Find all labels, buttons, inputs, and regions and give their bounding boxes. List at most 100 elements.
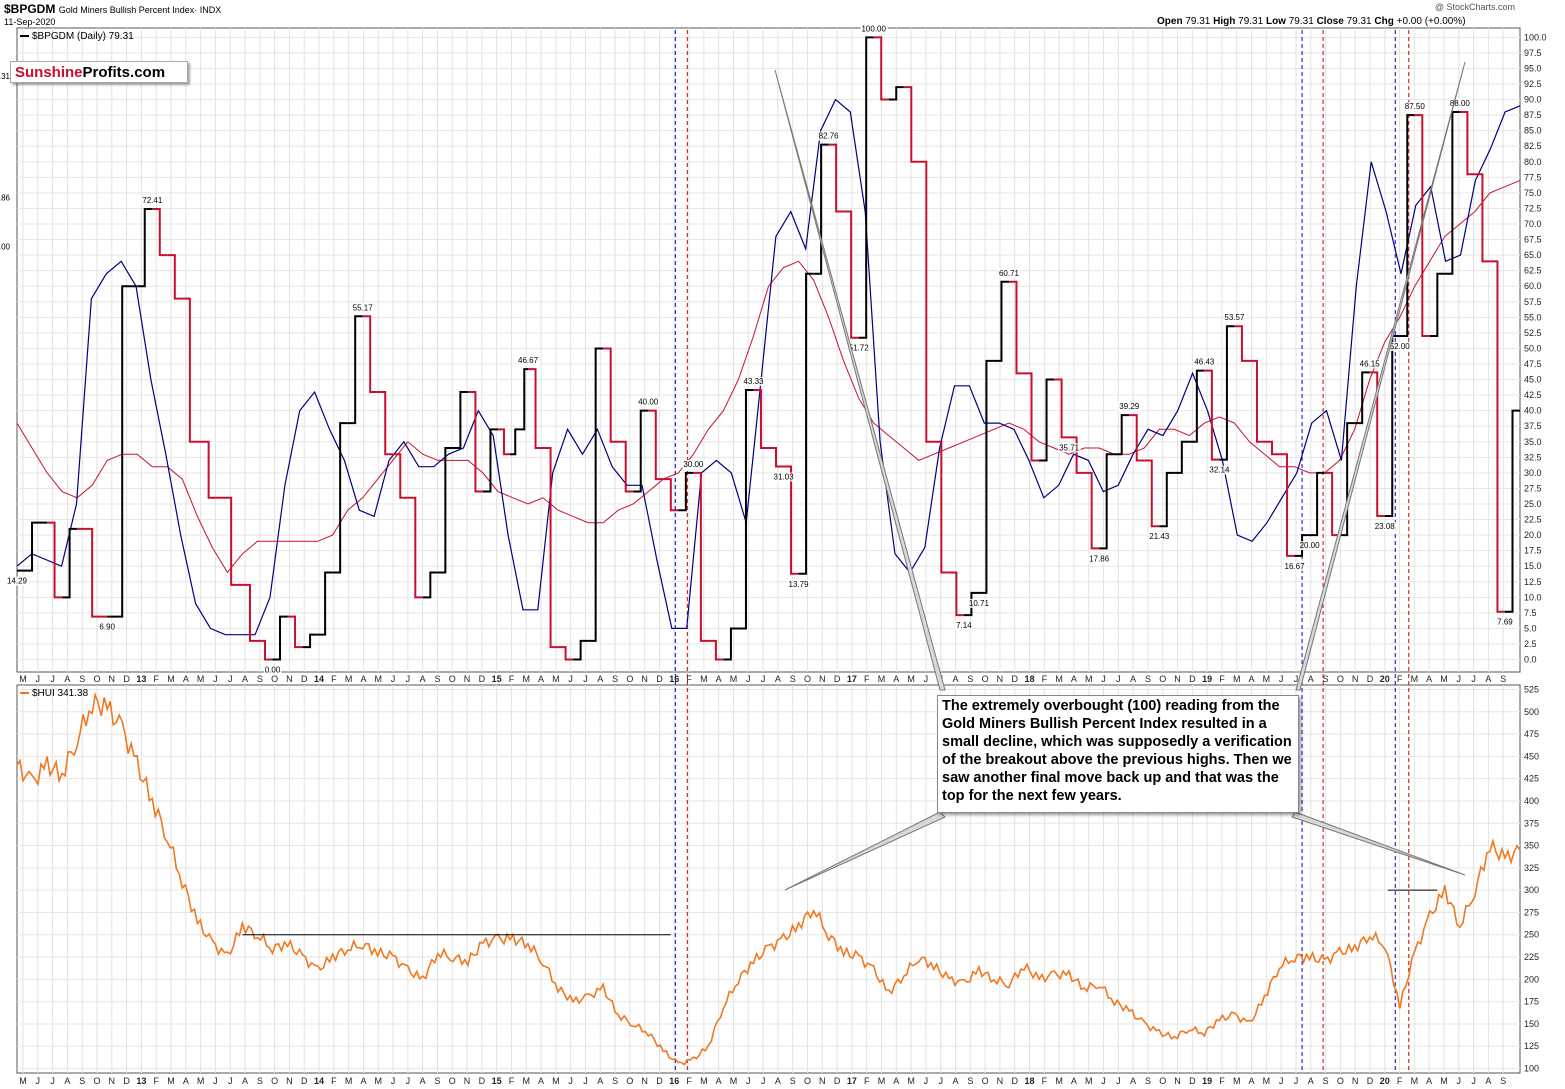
chg-value: +0.00 (+0.00%) — [1396, 16, 1466, 27]
y-tick-label: 5.0 — [1524, 623, 1537, 633]
bpgdm-segment — [272, 615, 288, 661]
value-label-bg — [967, 598, 991, 608]
x-tick-label: O — [94, 674, 101, 684]
x-tick-label: 15 — [492, 1076, 502, 1086]
x-tick-label: M — [197, 674, 205, 684]
x-tick-label: J — [1457, 674, 1462, 684]
x-tick-label: A — [716, 1076, 722, 1086]
y-tick-label: 10.0 — [1524, 592, 1542, 602]
x-tick-label: J — [1471, 1076, 1476, 1086]
bpgdm-segment — [1069, 436, 1085, 474]
x-tick-label: J — [50, 674, 55, 684]
x-tick-label: N — [109, 1076, 116, 1086]
x-tick-label: F — [331, 1076, 337, 1086]
value-label: 23.08 — [1375, 522, 1396, 531]
y-tick-label: 12.5 — [1524, 577, 1542, 587]
x-tick-label: N — [109, 674, 116, 684]
y-tick-label: 77.5 — [1524, 172, 1542, 182]
x-tick-label: 18 — [1025, 1076, 1035, 1086]
x-tick-label: N — [464, 1076, 471, 1086]
x-tick-label: S — [1500, 674, 1506, 684]
x-tick-label: N — [286, 674, 293, 684]
x-tick-label: F — [153, 1076, 159, 1086]
x-tick-label: O — [271, 1076, 278, 1086]
x-tick-label: M — [1263, 674, 1271, 684]
symbol: $BPGDM — [4, 2, 56, 16]
x-tick-label: A — [420, 1076, 426, 1086]
bpgdm-segment — [347, 315, 363, 425]
x-tick-label: O — [1159, 1076, 1166, 1086]
value-label: 88.00 — [1450, 99, 1471, 108]
x-tick-label: N — [1174, 674, 1181, 684]
x-tick-label: N — [1352, 674, 1359, 684]
value-label-bg — [1118, 402, 1141, 412]
y-tick-label: 200 — [1524, 974, 1539, 984]
value-label-bg — [0, 193, 12, 203]
x-tick-label: M — [1233, 1076, 1241, 1086]
value-label-bg — [0, 242, 12, 252]
value-label: 16.67 — [1285, 562, 1306, 571]
x-tick-label: J — [50, 1076, 55, 1086]
x-tick-label: J — [406, 1076, 411, 1086]
bpgdm-segment — [873, 36, 889, 101]
x-tick-label: D — [1367, 674, 1374, 684]
bpgdm-segment — [452, 391, 468, 449]
bpgdm-segment — [918, 160, 934, 443]
x-tick-label: 16 — [669, 674, 679, 684]
x-tick-label: S — [257, 674, 263, 684]
x-tick-label: 20 — [1380, 674, 1390, 684]
y-tick-label: 85.0 — [1524, 126, 1542, 136]
x-tick-label: A — [64, 674, 70, 684]
y-tick-label: 57.5 — [1524, 297, 1542, 307]
y-tick-label: 175 — [1524, 997, 1539, 1007]
y-tick-label: 67.5 — [1524, 235, 1542, 245]
bpgdm-segment — [888, 86, 904, 101]
x-tick-label: M — [19, 1076, 27, 1086]
x-tick-label: N — [997, 1076, 1004, 1086]
value-label: 53.57 — [1224, 313, 1245, 322]
bpgdm-segment — [152, 208, 168, 257]
x-tick-label: F — [864, 674, 870, 684]
value-label: 13.79 — [789, 580, 810, 589]
x-tick-label: D — [1011, 674, 1018, 684]
chart-subtitle: Gold Miners Bullish Percent Index· INDX — [58, 5, 222, 15]
bpgdm-segment — [1489, 260, 1505, 613]
x-tick-label: S — [1145, 1076, 1151, 1086]
value-label: 32.14 — [1209, 466, 1230, 475]
x-tick-label: A — [775, 674, 781, 684]
x-tick-label: A — [893, 1076, 899, 1086]
bpgdm-segment — [903, 86, 919, 163]
open-value: 79.31 — [1185, 16, 1211, 27]
value-label: 6.90 — [99, 623, 115, 632]
x-tick-label: O — [626, 1076, 633, 1086]
x-tick-label: J — [568, 674, 573, 684]
x-tick-label: M — [730, 674, 738, 684]
x-tick-label: J — [1116, 674, 1121, 684]
x-tick-label: J — [1457, 1076, 1462, 1086]
x-tick-label: 19 — [1202, 674, 1212, 684]
x-tick-label: A — [64, 1076, 70, 1086]
y-tick-label: 275 — [1524, 907, 1539, 917]
value-label: 35.71 — [1059, 443, 1080, 452]
x-tick-label: J — [1294, 674, 1299, 684]
y-tick-label: 100.0 — [1524, 32, 1547, 42]
value-label-bg — [1223, 313, 1246, 323]
value-label-bg — [1283, 561, 1307, 571]
value-label: 87.50 — [1405, 102, 1426, 111]
x-tick-label: 18 — [1025, 674, 1035, 684]
value-label-bg — [5, 576, 29, 586]
bpgdm-segment — [509, 428, 521, 456]
y-tick-label: 97.5 — [1524, 48, 1542, 58]
bpgdm-segment — [723, 627, 739, 661]
x-tick-label: F — [686, 674, 692, 684]
y-tick-label: 7.5 — [1524, 608, 1537, 618]
x-tick-label: J — [1471, 674, 1476, 684]
x-tick-label: M — [552, 674, 560, 684]
bpgdm-segment — [663, 478, 679, 512]
x-tick-label: N — [286, 1076, 293, 1086]
bpgdm-segment — [1444, 111, 1460, 275]
bpgdm-segment — [978, 359, 994, 594]
y-tick-label: 37.5 — [1524, 421, 1542, 431]
y-tick-label: 87.5 — [1524, 110, 1542, 120]
